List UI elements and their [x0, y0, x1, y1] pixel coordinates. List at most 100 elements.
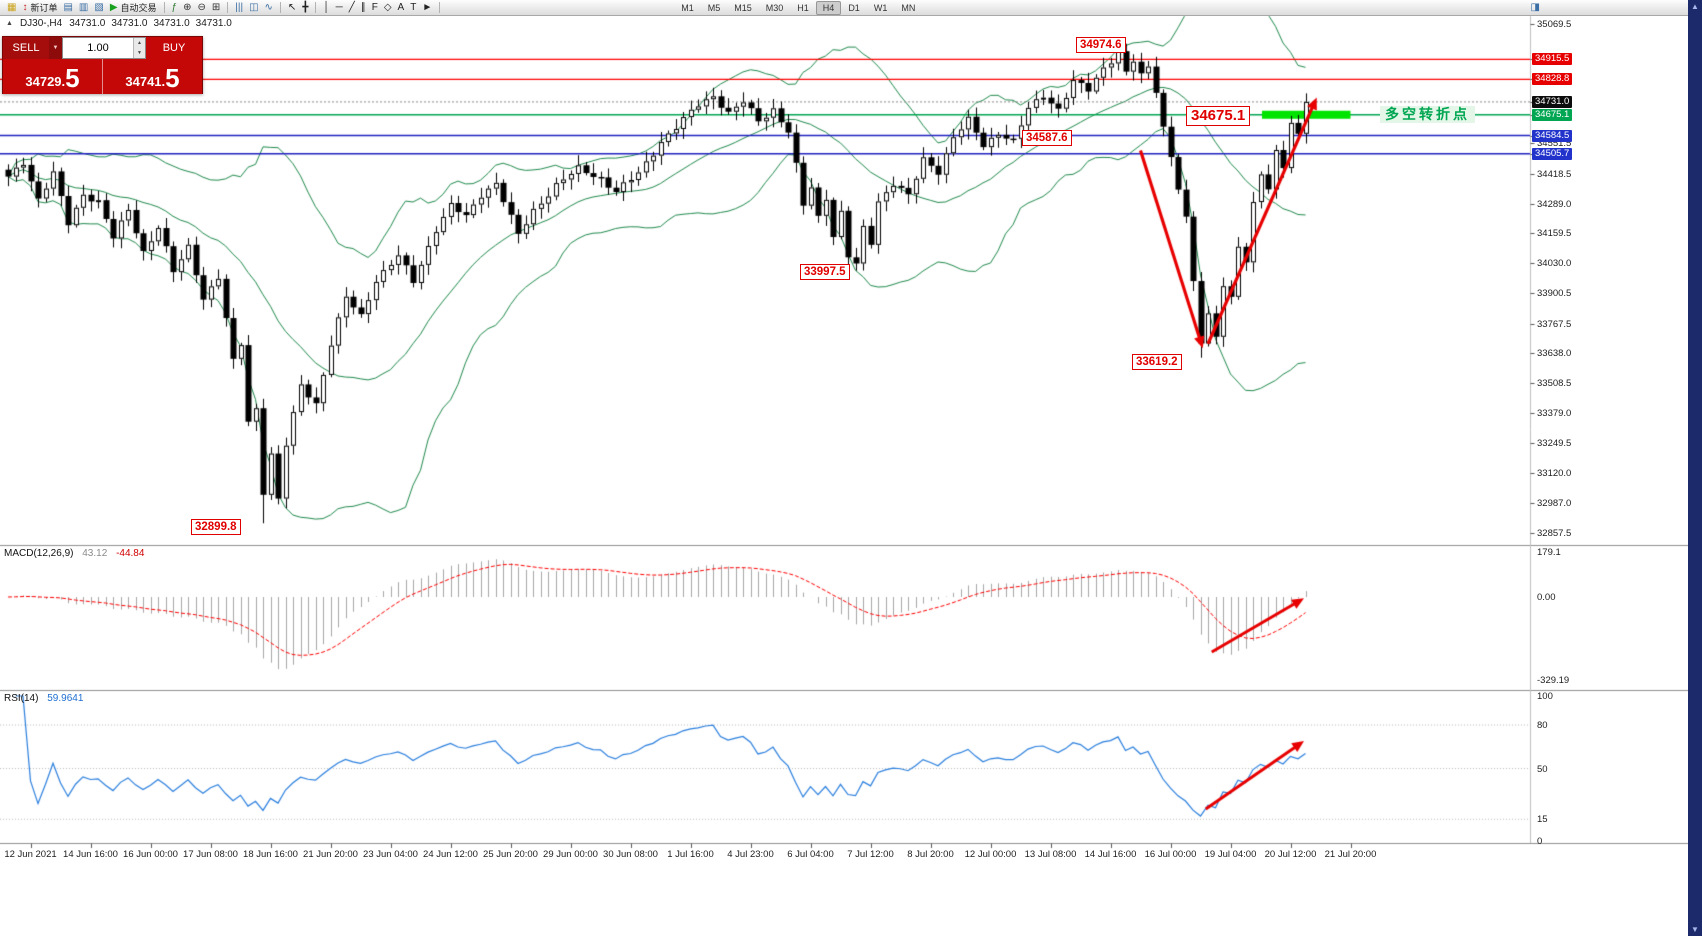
- candlestick-chart-icon[interactable]: ◫: [249, 1, 259, 13]
- time-axis-label: 30 Jun 08:00: [603, 849, 658, 860]
- time-axis-label: 7 Jul 12:00: [847, 849, 894, 860]
- horizontal-line-icon[interactable]: ─: [335, 1, 343, 13]
- price-axis-label: 33120.0: [1537, 467, 1572, 479]
- time-axis-label: 17 Jun 08:00: [183, 849, 238, 860]
- new-order-label: 新订单: [30, 3, 58, 13]
- annotation-swing-high: 34974.6: [1076, 37, 1126, 53]
- price-axis-label: 34289.0: [1537, 198, 1572, 210]
- sell-price-main: 34729.: [25, 74, 66, 90]
- new-order-button[interactable]: ↕ 新订单: [19, 1, 60, 15]
- main-toolbar: ▦ ↕ 新订单 ▤ ▥ ▧ ▶ 自动交易 ƒ ⊕ ⊖ ⊞ ||| ◫ ∿ ↖ ╋ │ ─ ╱ ∥ F ◇ A T ► M1 M5 M1…: [0, 0, 1702, 16]
- tile-windows-icon[interactable]: ⊞: [211, 1, 221, 13]
- trade-panel-divider: [102, 59, 103, 94]
- price-axis-label: 33638.0: [1537, 348, 1572, 360]
- market-watch-icon[interactable]: ▤: [63, 1, 73, 13]
- time-axis-label: 14 Jul 16:00: [1084, 849, 1137, 860]
- data-window-icon[interactable]: ▥: [78, 1, 89, 13]
- shapes-icon[interactable]: ◇: [383, 1, 392, 13]
- text-icon[interactable]: A: [397, 1, 405, 13]
- volume-down-button[interactable]: ▼: [137, 50, 142, 56]
- time-axis-label: 23 Jun 04:00: [363, 849, 418, 860]
- time-axis-label: 14 Jun 16:00: [63, 849, 118, 860]
- timeframe-h4-button[interactable]: H4: [815, 0, 842, 15]
- time-axis-label: 24 Jun 12:00: [423, 849, 478, 860]
- volume-input[interactable]: 1.00: [87, 42, 109, 54]
- autotrading-icon: ▶: [109, 1, 118, 13]
- autotrading-button[interactable]: ▶ 自动交易: [107, 1, 160, 15]
- time-axis-label: 18 Jun 16:00: [243, 849, 298, 860]
- time-axis-label: 21 Jul 20:00: [1324, 849, 1377, 860]
- time-axis-label: 25 Jun 20:00: [483, 849, 538, 860]
- arrows-icon[interactable]: ►: [422, 1, 433, 13]
- time-axis-label: 4 Jul 23:00: [727, 849, 774, 860]
- new-chart-icon[interactable]: ▦: [7, 1, 17, 13]
- price-tag-black: 34731.0: [1532, 95, 1573, 108]
- chart-shift-icon[interactable]: ◨: [1530, 1, 1540, 13]
- crosshair-icon[interactable]: ╋: [302, 1, 309, 13]
- price-axis-label: 34030.0: [1537, 258, 1572, 270]
- scroll-up-icon[interactable]: ▲: [1691, 2, 1699, 11]
- volume-field: 1.00 ▲ ▼: [62, 37, 146, 59]
- vertical-line-icon[interactable]: │: [323, 1, 330, 13]
- price-axis-label: 33249.5: [1537, 437, 1572, 449]
- scroll-down-icon[interactable]: ▼: [1691, 925, 1699, 934]
- annotation-swing-low-june: 32899.8: [191, 519, 241, 535]
- buy-price-main: 34741.: [125, 74, 166, 90]
- volume-up-button[interactable]: ▲: [137, 40, 142, 46]
- rsi-axis-label: 80: [1537, 720, 1548, 731]
- time-axis-label: 16 Jul 00:00: [1144, 849, 1197, 860]
- channel-icon[interactable]: ∥: [360, 1, 366, 13]
- time-axis-label: 21 Jun 20:00: [303, 849, 358, 860]
- cursor-icon[interactable]: ↖: [287, 1, 297, 13]
- indicators-icon[interactable]: ƒ: [171, 1, 178, 13]
- price-axis-label: 33508.5: [1537, 378, 1572, 390]
- timeframe-group: M1 M5 M15 M30 H1 H4 D1 W1 MN: [674, 0, 922, 15]
- turning-point-label: 多空转折点: [1380, 106, 1475, 123]
- timeframe-w1-button[interactable]: W1: [873, 2, 888, 13]
- price-tag-red: 34915.5: [1532, 53, 1573, 66]
- price-axis-label: 34159.5: [1537, 228, 1572, 240]
- timeframe-d1-button[interactable]: D1: [848, 2, 860, 13]
- rsi-axis-label: 50: [1537, 763, 1548, 775]
- timeframe-mn-button[interactable]: MN: [901, 2, 916, 13]
- price-tag-blue: 34584.5: [1532, 129, 1573, 142]
- bar-chart-icon[interactable]: |||: [235, 1, 244, 13]
- buy-button[interactable]: BUY: [146, 37, 202, 59]
- sell-button[interactable]: SELL: [3, 37, 49, 59]
- time-axis-label: 29 Jun 00:00: [543, 849, 598, 860]
- annotation-swing-low-july: 33997.5: [800, 264, 850, 280]
- zoom-in-icon[interactable]: ⊕: [183, 1, 192, 13]
- line-chart-icon[interactable]: ∿: [264, 1, 273, 13]
- toolbar-separator: [439, 2, 441, 13]
- chart-title: ▲ DJ30-,H4 34731.0 34731.0 34731.0 34731…: [6, 18, 232, 29]
- time-axis-label: 20 Jul 12:00: [1264, 849, 1317, 860]
- timeframe-h1-button[interactable]: H1: [797, 2, 809, 13]
- sell-price-button[interactable]: 34729. 5: [3, 59, 102, 94]
- symbol-timeframe-label: DJ30-,H4: [19, 18, 63, 29]
- time-axis-label: 16 Jun 00:00: [123, 849, 178, 860]
- ohlc-readout: 34731.0 34731.0 34731.0 34731.0: [69, 18, 232, 29]
- trendline-icon[interactable]: ╱: [348, 1, 355, 13]
- symbol-marker-icon: ▲: [6, 20, 13, 27]
- timeframe-m1-button[interactable]: M1: [681, 2, 694, 13]
- timeframe-m30-button[interactable]: M30: [765, 2, 784, 13]
- vertical-scrollbar[interactable]: ▲ ▼: [1688, 0, 1702, 936]
- rsi-label: RSI(14) 59.9641: [4, 693, 83, 704]
- price-axis-label: 32857.5: [1537, 528, 1572, 539]
- rsi-axis-label: 15: [1537, 814, 1548, 826]
- buy-price-button[interactable]: 34741. 5: [103, 59, 202, 94]
- price-axis-label: 33900.5: [1537, 287, 1572, 299]
- price-axis-label: 34418.5: [1537, 168, 1572, 180]
- time-axis-label: 1 Jul 16:00: [667, 849, 714, 860]
- trade-options-dropdown[interactable]: ▼: [49, 37, 62, 59]
- fibonacci-icon[interactable]: F: [371, 1, 378, 13]
- toolbar-items: ▦ ↕ 新订单 ▤ ▥ ▧ ▶ 自动交易 ƒ ⊕ ⊖ ⊞ ||| ◫ ∿ ↖ ╋ │ ─ ╱ ∥ F ◇ A T ►: [4, 0, 444, 16]
- macd-signal-value: -44.84: [116, 548, 145, 559]
- navigator-icon[interactable]: ▧: [94, 1, 104, 13]
- zoom-out-icon[interactable]: ⊖: [197, 1, 206, 13]
- toolbar-separator: [227, 2, 229, 13]
- label-icon[interactable]: T: [410, 1, 417, 13]
- timeframe-m5-button[interactable]: M5: [707, 2, 721, 13]
- timeframe-m15-button[interactable]: M15: [734, 2, 752, 13]
